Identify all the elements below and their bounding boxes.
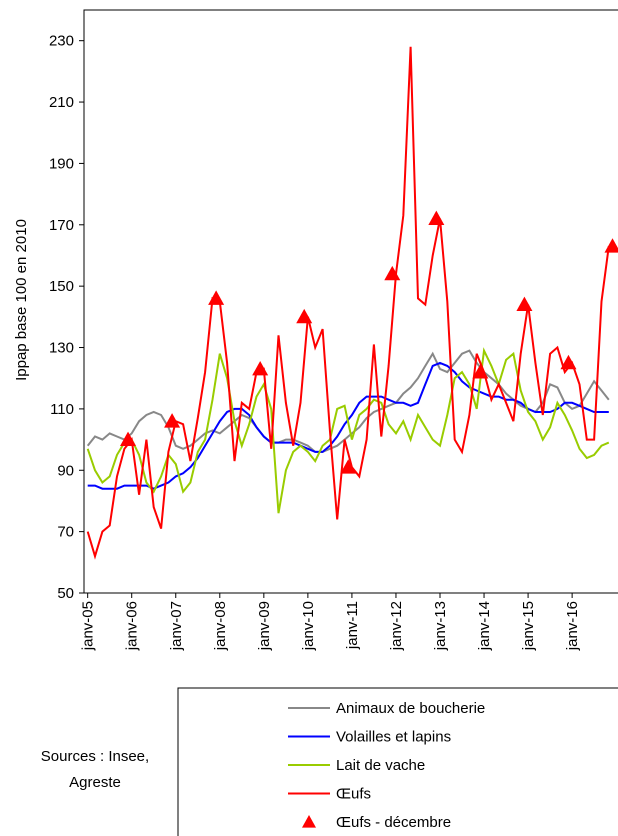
marker [384,265,401,281]
y-tick-label: 70 [57,524,74,541]
series-line [86,46,610,560]
marker [604,238,618,253]
y-tick-label: 130 [49,340,74,357]
x-tick-label: janv-07 [168,601,185,651]
legend-label: Œufs - décembre [336,814,451,831]
marker [252,361,269,376]
y-axis-label: Ippap base 100 en 2010 [13,219,30,381]
y-tick-label: 190 [49,155,74,172]
legend-label: Volailles et lapins [336,729,451,746]
x-tick-label: janv-12 [388,601,405,651]
x-tick-label: janv-11 [344,601,361,650]
y-tick-label: 50 [57,585,74,602]
marker [340,459,357,474]
marker [296,308,313,324]
y-tick-label: 230 [49,33,74,50]
y-tick-label: 210 [49,94,74,111]
x-tick-label: janv-08 [212,601,229,651]
legend-label: Lait de vache [336,757,425,774]
source-note: Sources : Insee, Agreste [40,748,150,791]
marker [428,210,445,226]
legend-box [177,687,618,836]
legend-marker [302,815,316,828]
marker [120,431,137,446]
y-tick-label: 110 [50,401,74,418]
y-tick-label: 90 [57,462,74,479]
legend-label: Œufs [336,786,371,803]
plot-frame [83,9,618,593]
x-tick-label: janv-14 [476,601,493,651]
series-line [86,349,610,453]
x-tick-label: janv-10 [300,601,317,651]
legend-label: Animaux de boucherie [336,700,485,717]
marker [472,364,489,379]
x-tick-label: janv-06 [124,601,141,651]
marker [208,290,225,305]
y-tick-label: 150 [49,278,74,295]
marker [560,354,577,370]
marker [164,413,181,428]
series-line [86,347,610,514]
x-tick-label: janv-09 [256,601,273,651]
marker [516,296,533,311]
x-tick-label: janv-16 [564,601,581,651]
x-tick-label: janv-05 [80,601,97,651]
x-tick-label: janv-15 [520,601,537,651]
y-tick-label: 170 [49,217,74,234]
x-tick-label: janv-13 [432,601,449,651]
